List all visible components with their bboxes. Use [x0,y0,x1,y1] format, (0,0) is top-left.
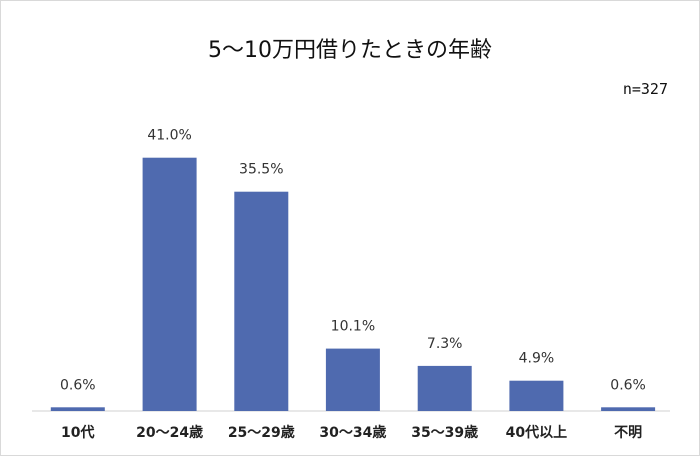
bar-6 [509,380,564,411]
value-label-3: 35.5% [239,162,283,178]
bar-3 [234,191,289,411]
bar-5 [417,365,472,411]
value-label-7: 0.6% [610,377,646,393]
value-label-2: 41.0% [147,128,191,144]
chart-title: 5～10万円借りたときの年齢 [208,38,492,63]
value-label-6: 4.9% [519,351,555,367]
bars-group [50,157,656,411]
value-labels-group: 0.6% 41.0% 35.5% 10.1% 7.3% 4.9% 0.6% [60,128,646,394]
category-labels-group: 10代 20～24歳 25～29歳 30～34歳 35～39歳 40代以上 不明 [61,424,642,441]
category-label-4: 30～34歳 [319,424,386,441]
sample-size-note: n=327 [622,80,668,98]
category-label-3: 25～29歳 [228,424,295,441]
value-label-1: 0.6% [60,377,96,393]
bar-2 [142,157,197,411]
category-label-1: 10代 [61,424,94,441]
value-label-4: 10.1% [331,319,375,335]
category-label-2: 20～24歳 [136,424,203,441]
category-label-7: 不明 [614,425,642,441]
bar-7 [601,407,656,411]
category-label-6: 40代以上 [506,424,567,441]
category-label-5: 35～39歳 [411,424,478,441]
bar-1 [50,407,105,411]
bar-4 [325,348,380,411]
value-label-5: 7.3% [427,336,463,352]
